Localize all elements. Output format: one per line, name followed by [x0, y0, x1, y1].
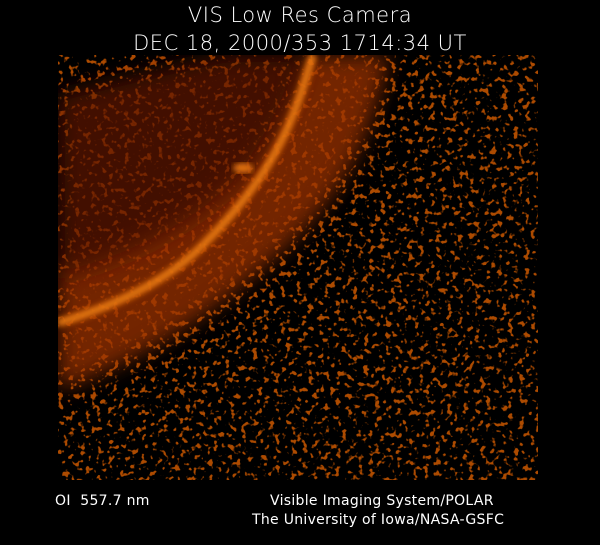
institution-label: The University of Iowa/NASA-GSFC [252, 512, 505, 528]
camera-title: VIS Low Res Camera [187, 3, 413, 27]
auroral-image [58, 55, 538, 480]
wavelength-label: OI 557.7 nm [55, 493, 150, 509]
observation-timestamp: DEC 18, 2000/353 1714:34 UT [133, 31, 467, 55]
instrument-label: Visible Imaging System/POLAR [270, 493, 494, 509]
